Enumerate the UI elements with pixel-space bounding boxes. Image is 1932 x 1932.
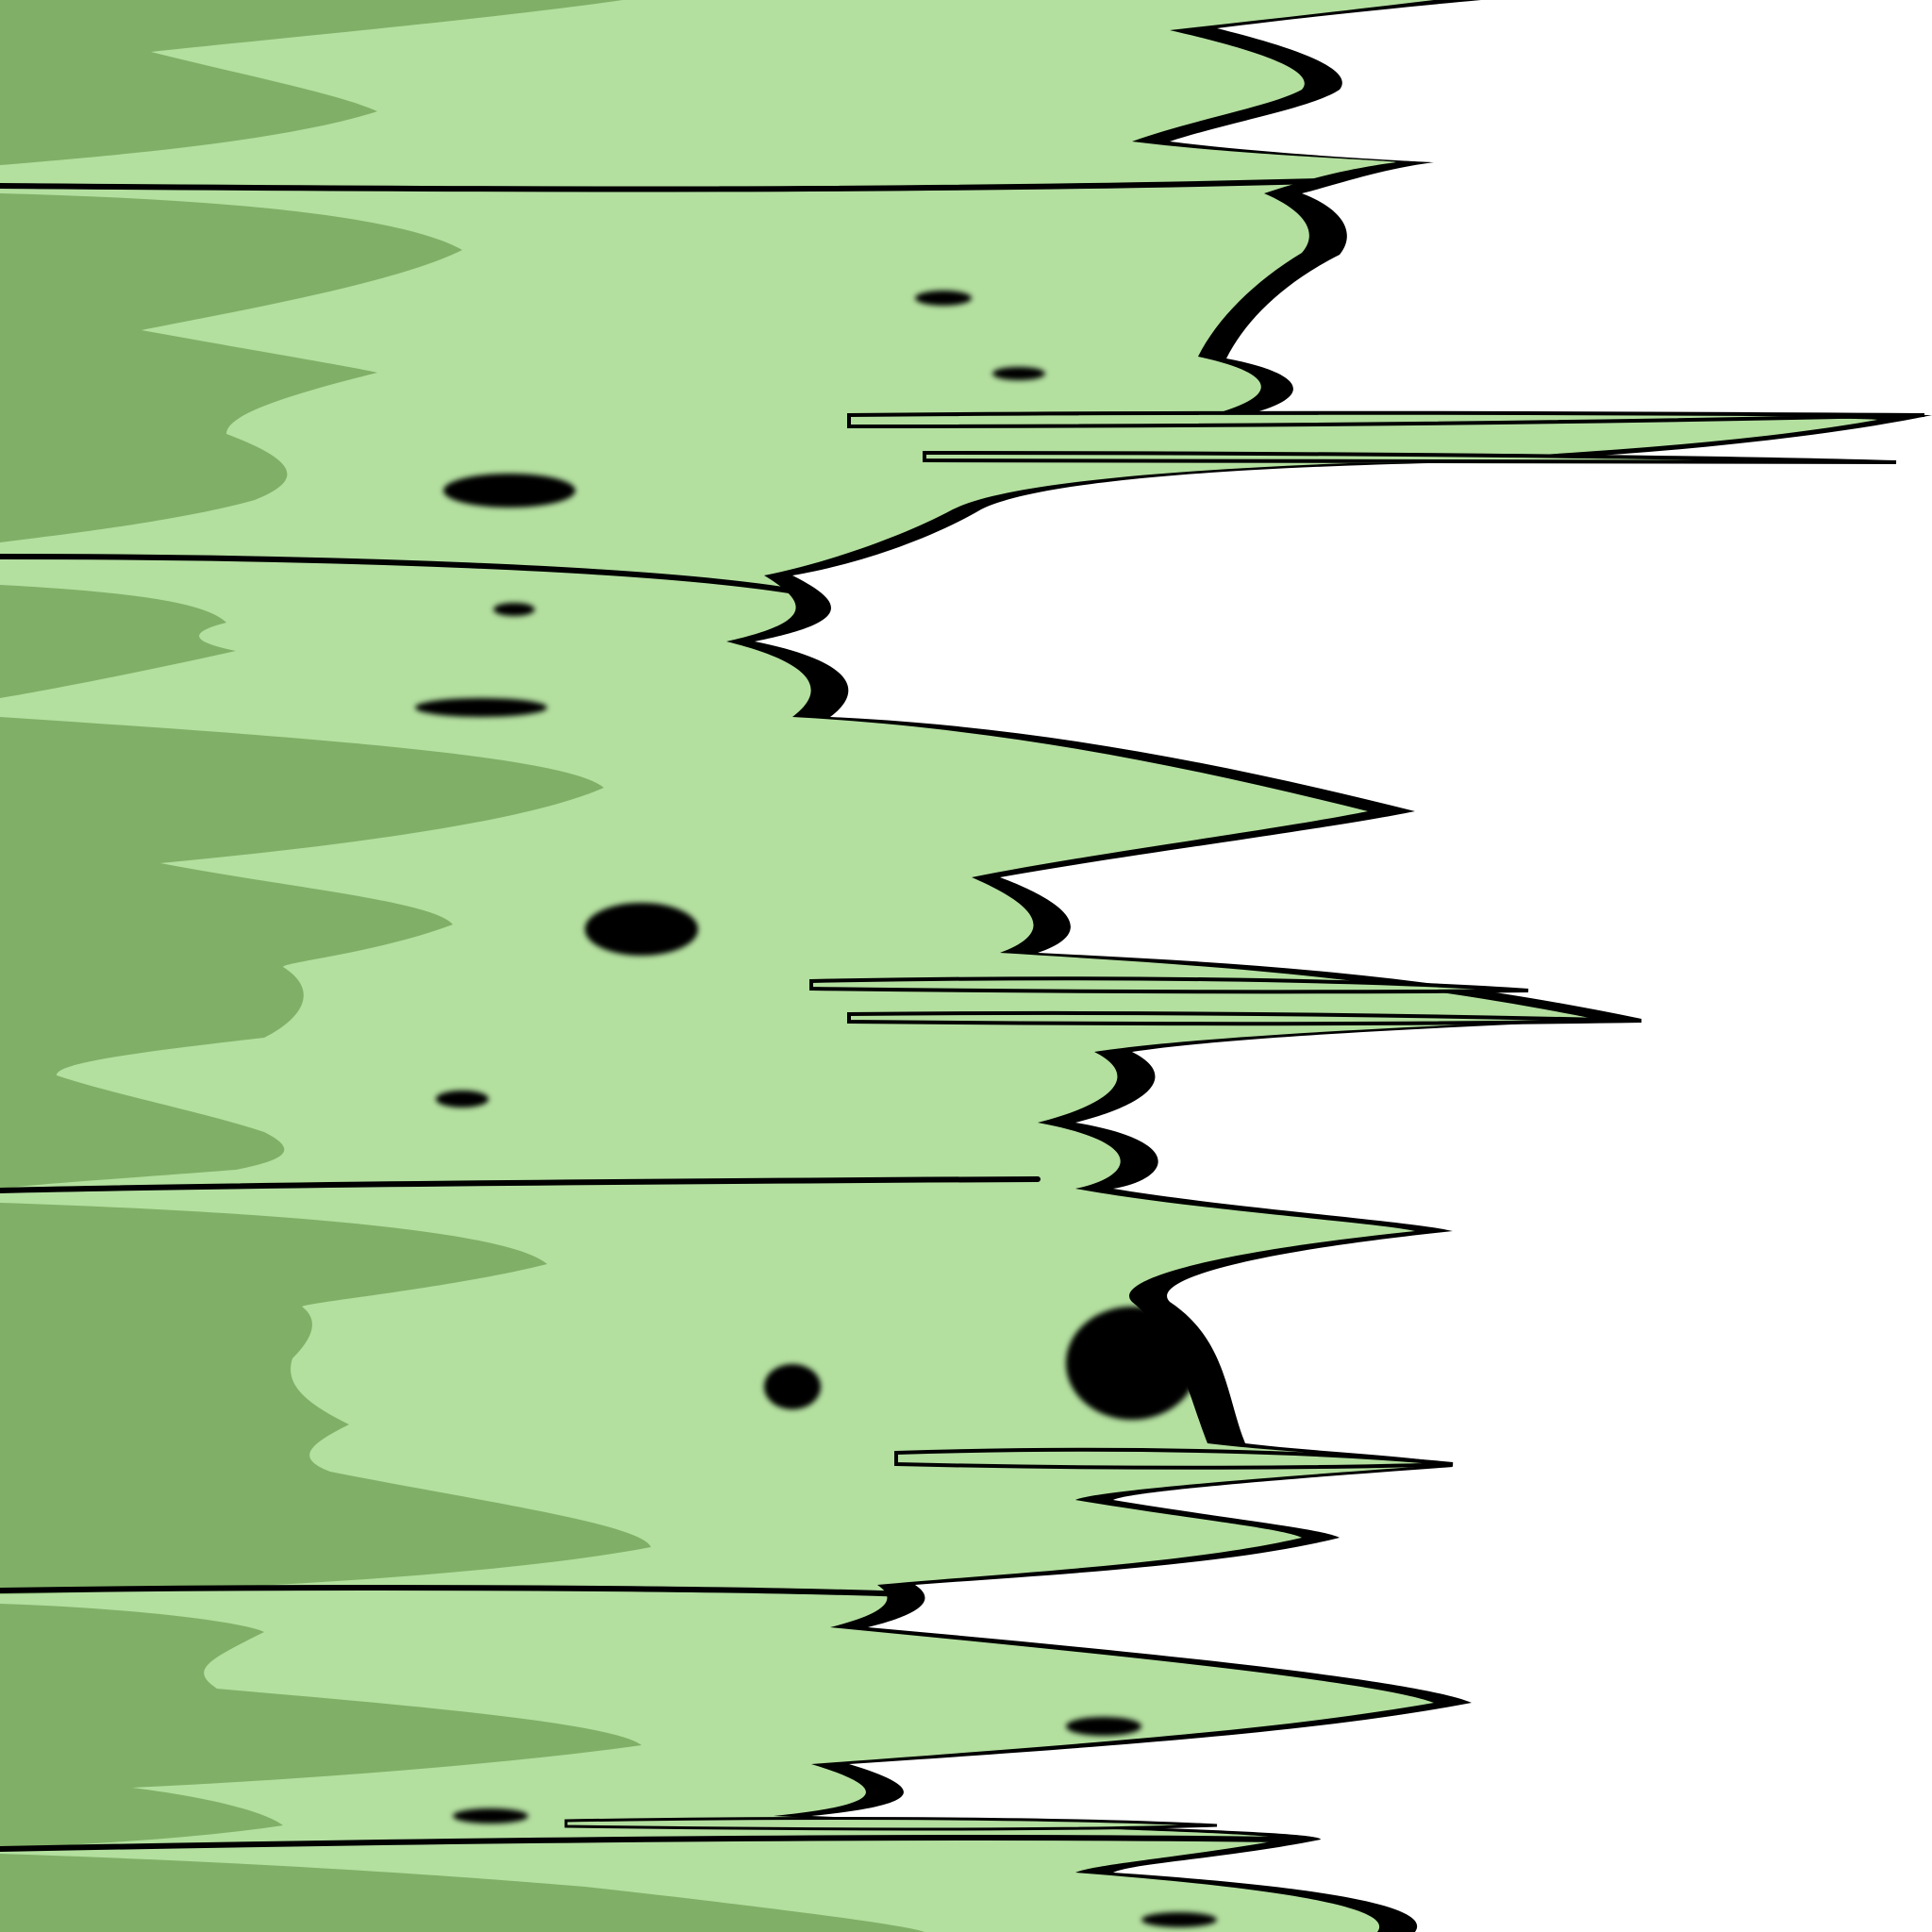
dark-green-left-area [0, 0, 924, 1932]
black-blobs [415, 291, 1217, 1927]
horizontal-seam-lines [0, 178, 1324, 1852]
spike-streaks [564, 410, 1925, 1831]
